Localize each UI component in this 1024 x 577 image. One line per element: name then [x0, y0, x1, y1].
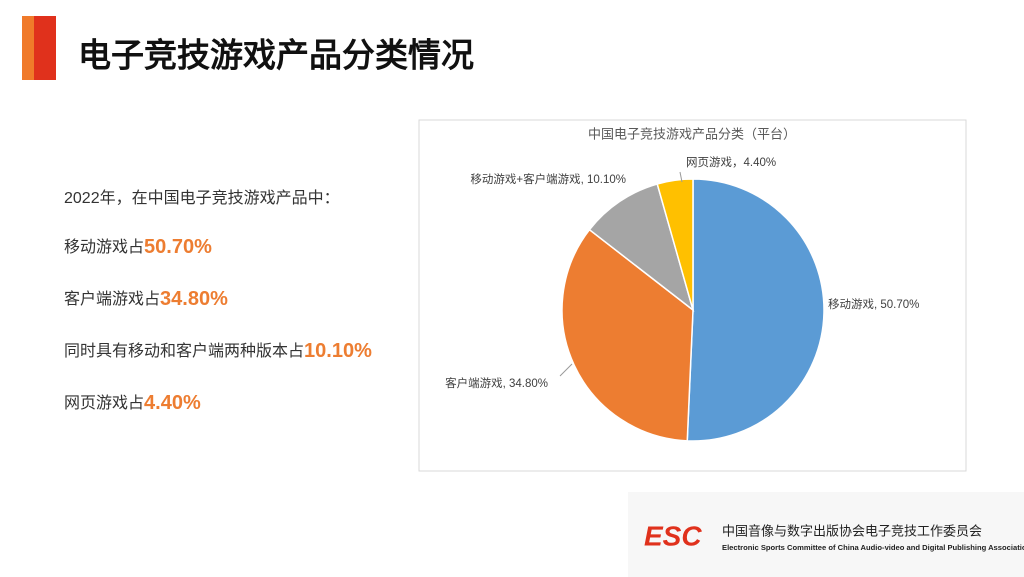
data-label: 网页游戏，4.40%: [686, 156, 776, 169]
leader-line: [679, 171, 683, 183]
pie-slice: [588, 183, 695, 312]
summary-line: 客户端游戏占34.80%: [64, 288, 228, 310]
line-text: 同时具有移动和客户端两种版本占: [64, 342, 304, 360]
line-text: 移动游戏占: [64, 238, 144, 256]
line-highlight: 10.10%: [304, 340, 372, 362]
leader-line: [559, 363, 573, 377]
line-highlight: 34.80%: [160, 288, 228, 310]
summary-line: 同时具有移动和客户端两种版本占10.10%: [64, 340, 372, 362]
pie-slice: [656, 178, 694, 311]
line-text: 网页游戏占: [64, 394, 144, 412]
org-cn: 中国音像与数字出版协会电子竞技工作委员会: [722, 523, 982, 538]
line-highlight: 4.40%: [144, 392, 201, 414]
logo: ESC: [644, 520, 702, 551]
line-text: 客户端游戏占: [64, 290, 160, 308]
data-label: 移动游戏+客户端游戏, 10.10%: [470, 172, 626, 186]
data-label: 移动游戏, 50.70%: [828, 298, 919, 311]
slide-title: 电子竞技游戏产品分类情况: [78, 37, 474, 74]
title-accent: [22, 16, 34, 80]
pie: 移动游戏, 50.70% 客户端游戏, 34.80% 移动游戏+客户端游戏, 10.…: [445, 156, 919, 442]
summary-line: 移动游戏占50.70%: [64, 236, 212, 258]
line-highlight: 50.70%: [144, 236, 212, 258]
summary-lines: 移动游戏占50.70% 客户端游戏占34.80% 同时具有移动和客户端两种版本占10…: [64, 236, 372, 414]
org-en: Electronic Sports Committee of China Aud…: [722, 543, 1024, 552]
chart-title: 中国电子竞技游戏产品分类（平台）: [588, 126, 796, 141]
intro-text: 2022年，在中国电子竞技游戏产品中：: [64, 189, 340, 207]
footer-bg: [628, 492, 1024, 577]
data-label: 客户端游戏, 34.80%: [445, 376, 548, 390]
pie-slice: [686, 178, 825, 442]
pie-slice: [561, 228, 694, 442]
summary-line: 网页游戏占4.40%: [64, 392, 201, 414]
title-bar: [34, 16, 56, 80]
